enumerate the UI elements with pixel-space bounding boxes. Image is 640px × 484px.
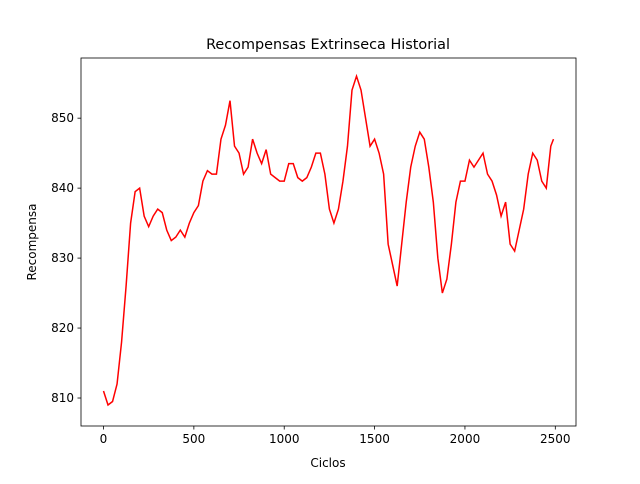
x-tick-label: 1500 [359, 432, 390, 446]
line-series [102, 73, 555, 407]
x-tick-label: 1000 [269, 432, 300, 446]
chart-title: Recompensas Extrinseca Historial [206, 37, 450, 53]
x-tick-label: 0 [100, 432, 108, 446]
x-tick-label: 500 [182, 432, 205, 446]
y-tick-label: 830 [51, 251, 74, 265]
y-tick-label: 850 [51, 111, 74, 125]
y-axis-label: Recompensa [25, 203, 39, 280]
x-tick-label: 2500 [540, 432, 571, 446]
plot-frame [80, 57, 577, 427]
y-tick-label: 810 [51, 391, 74, 405]
x-tick-label: 2000 [450, 432, 481, 446]
y-tick-label: 820 [51, 321, 74, 335]
x-axis-label: Ciclos [310, 456, 345, 470]
y-tick-label: 840 [51, 181, 74, 195]
